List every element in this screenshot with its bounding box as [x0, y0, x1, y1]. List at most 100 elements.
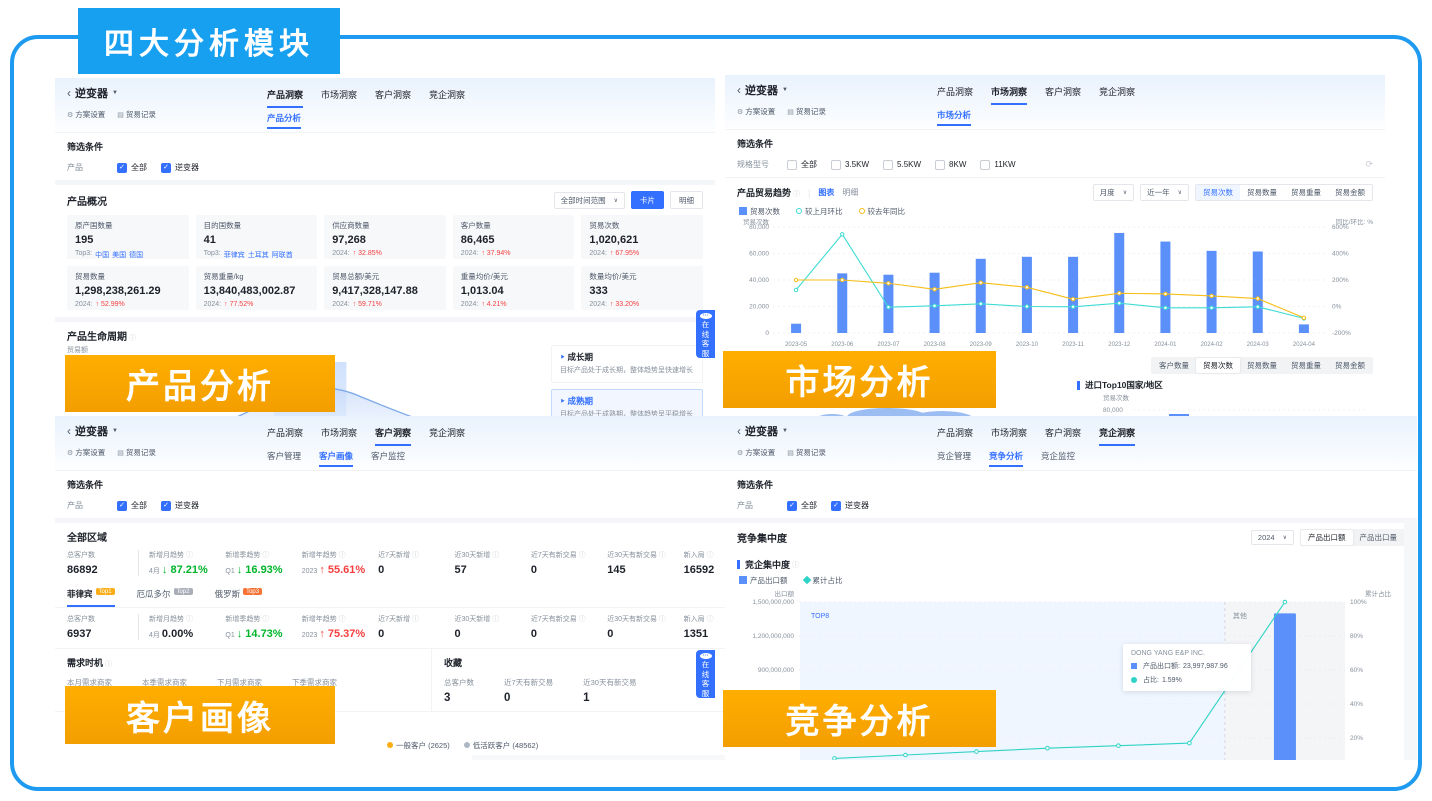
trade-records-link[interactable]: ▤ 贸易记录 [787, 107, 826, 116]
checkbox-逆变器[interactable]: ✓ 逆变器 [161, 500, 199, 511]
checkbox-逆变器[interactable]: ✓ 逆变器 [831, 500, 869, 511]
info-icon[interactable]: ⓘ [659, 616, 667, 623]
legend-item[interactable]: 一般客户 (2625) [387, 740, 450, 751]
legend-item[interactable]: 产品出口额 [739, 575, 788, 586]
back-icon[interactable]: ‹ [67, 86, 71, 100]
checkbox-11KW[interactable]: 11KW [980, 159, 1016, 170]
tab-market-insight[interactable]: 市场洞察 [321, 90, 358, 100]
checkbox-全部[interactable]: 全部 [787, 159, 817, 170]
tab-competitor-insight[interactable]: 竞企洞察 [1099, 426, 1136, 446]
info-icon[interactable]: ⓘ [492, 616, 500, 623]
checkbox-8KW[interactable]: 8KW [935, 159, 966, 170]
time-range-select[interactable]: 全部时间范围 ∨ [553, 191, 625, 209]
checkbox-3.5KW[interactable]: 3.5KW [831, 159, 869, 170]
info-icon[interactable]: ⓘ [129, 335, 136, 342]
tab-customer-insight[interactable]: 客户洞察 [1045, 87, 1082, 97]
online-service-button[interactable]: ··· 在线客服 [696, 310, 715, 358]
subtab-market-analysis[interactable]: 市场分析 [937, 109, 972, 126]
plan-settings-link[interactable]: ⚙ 方案设置 [67, 448, 106, 457]
metric-button-产品出口额[interactable]: 产品出口额 [1301, 530, 1353, 545]
metric-button-贸易数量[interactable]: 贸易数量 [1247, 188, 1277, 197]
info-icon[interactable]: ⓘ [412, 552, 420, 559]
checkbox-全部[interactable]: ✓ 全部 [117, 500, 147, 511]
checkbox-box[interactable]: ✓ [117, 162, 127, 173]
tab-customer-insight[interactable]: 客户洞察 [375, 90, 412, 100]
top3-link[interactable]: 菲律宾 [223, 252, 245, 259]
tab-product-insight[interactable]: 产品洞察 [267, 428, 304, 438]
info-icon[interactable]: ⓘ [262, 616, 270, 623]
info-icon[interactable]: ⓘ [706, 616, 714, 623]
tab-customer-insight[interactable]: 客户洞察 [1045, 428, 1082, 438]
info-icon[interactable]: ⓘ [706, 552, 714, 559]
checkbox-box[interactable] [980, 159, 991, 170]
legend-item[interactable]: 较上月环比 [796, 206, 843, 217]
tab-product-insight[interactable]: 产品洞察 [937, 428, 974, 438]
legend-item[interactable]: 累计占比 [802, 575, 843, 586]
view-chart-toggle[interactable]: 图表 [818, 188, 835, 197]
checkbox-box[interactable] [935, 159, 946, 170]
metric-button-贸易金额[interactable]: 贸易金额 [1335, 188, 1365, 197]
subtab-1[interactable]: 竞企管理 [937, 451, 972, 461]
tab-competitor-insight[interactable]: 竞企洞察 [429, 90, 466, 100]
info-icon[interactable]: ⓘ [338, 552, 346, 559]
checkbox-box[interactable] [883, 159, 894, 170]
checkbox-逆变器[interactable]: ✓ 逆变器 [161, 162, 199, 173]
info-icon[interactable]: ⓘ [578, 552, 586, 559]
info-icon[interactable]: ⓘ [262, 552, 270, 559]
checkbox-box[interactable]: ✓ [161, 500, 171, 511]
metric-button-产品出口量[interactable]: 产品出口量 [1359, 533, 1398, 542]
checkbox-box[interactable] [787, 159, 797, 170]
checkbox-box[interactable]: ✓ [831, 500, 841, 511]
subtab-product-analysis[interactable]: 产品分析 [267, 112, 302, 129]
subtab-3[interactable]: 竞企监控 [1041, 451, 1076, 461]
detail-view-button[interactable]: 明细 [670, 191, 703, 209]
metric-button-客户数量[interactable]: 客户数量 [1159, 361, 1189, 370]
tab-product-insight[interactable]: 产品洞察 [937, 87, 974, 97]
plan-settings-link[interactable]: ⚙ 方案设置 [737, 448, 776, 457]
info-icon[interactable]: ⓘ [492, 552, 500, 559]
checkbox-box[interactable]: ✓ [161, 162, 171, 173]
trade-records-link[interactable]: ▤ 贸易记录 [117, 448, 156, 457]
back-icon[interactable]: ‹ [67, 424, 71, 438]
checkbox-全部[interactable]: ✓ 全部 [117, 162, 147, 173]
view-detail-toggle[interactable]: 明细 [842, 188, 859, 197]
product-selector[interactable]: ‹ 逆变器 ▼ [737, 424, 788, 438]
year-select[interactable]: 2024 ∨ [1250, 530, 1294, 545]
plan-settings-link[interactable]: ⚙ 方案设置 [737, 107, 776, 116]
filter-reset-icon[interactable]: ⟳ [1365, 159, 1373, 169]
info-icon[interactable]: ⓘ [105, 661, 113, 668]
metric-button-贸易重量[interactable]: 贸易重量 [1291, 361, 1321, 370]
metric-button-贸易数量[interactable]: 贸易数量 [1247, 361, 1277, 370]
country-tab-厄瓜多尔[interactable]: 厄瓜多尔 Top2 [137, 588, 193, 607]
metric-button-贸易次数[interactable]: 贸易次数 [1196, 358, 1240, 373]
country-tab-俄罗斯[interactable]: 俄罗斯 Top3 [215, 588, 263, 607]
country-tab-菲律宾[interactable]: 菲律宾 Top1 [67, 588, 115, 607]
checkbox-box[interactable] [831, 159, 841, 170]
top3-link[interactable]: 阿联酋 [271, 252, 293, 259]
tab-market-insight[interactable]: 市场洞察 [321, 428, 358, 438]
tab-competitor-insight[interactable]: 竞企洞察 [1099, 87, 1136, 97]
tab-product-insight[interactable]: 产品洞察 [267, 88, 304, 108]
tab-competitor-insight[interactable]: 竞企洞察 [429, 428, 466, 438]
back-icon[interactable]: ‹ [737, 424, 741, 438]
info-icon[interactable]: ⓘ [412, 616, 420, 623]
back-icon[interactable]: ‹ [737, 83, 741, 97]
info-icon[interactable]: ⓘ [578, 616, 586, 623]
stage-growth[interactable]: ‣ 成长期 目标产品处于成长期，整体趋势呈快速增长 [551, 345, 703, 383]
info-icon[interactable]: ⓘ [792, 561, 800, 569]
subtab-2[interactable]: 竞争分析 [989, 450, 1024, 467]
online-service-button[interactable]: ··· 在线客服 [696, 650, 715, 698]
checkbox-box[interactable]: ✓ [787, 500, 797, 511]
metric-button-贸易次数[interactable]: 贸易次数 [1196, 185, 1240, 200]
subtab-1[interactable]: 客户管理 [267, 451, 302, 461]
product-selector[interactable]: ‹ 逆变器 ▼ [737, 83, 788, 97]
trade-records-link[interactable]: ▤ 贸易记录 [787, 448, 826, 457]
product-selector[interactable]: ‹ 逆变器 ▼ [67, 424, 118, 438]
top3-link[interactable]: 土耳其 [247, 252, 269, 259]
stage-maturity[interactable]: ‣ 成熟期 目标产品处于成熟期，整体趋势呈平稳增长 [551, 388, 703, 416]
top3-link[interactable]: 美国 [112, 252, 127, 259]
legend-item[interactable]: 较去年同比 [858, 206, 905, 217]
trade-records-link[interactable]: ▤ 贸易记录 [117, 110, 156, 119]
top3-link[interactable]: 中国 [95, 252, 110, 259]
top3-link[interactable]: 德国 [129, 252, 144, 259]
